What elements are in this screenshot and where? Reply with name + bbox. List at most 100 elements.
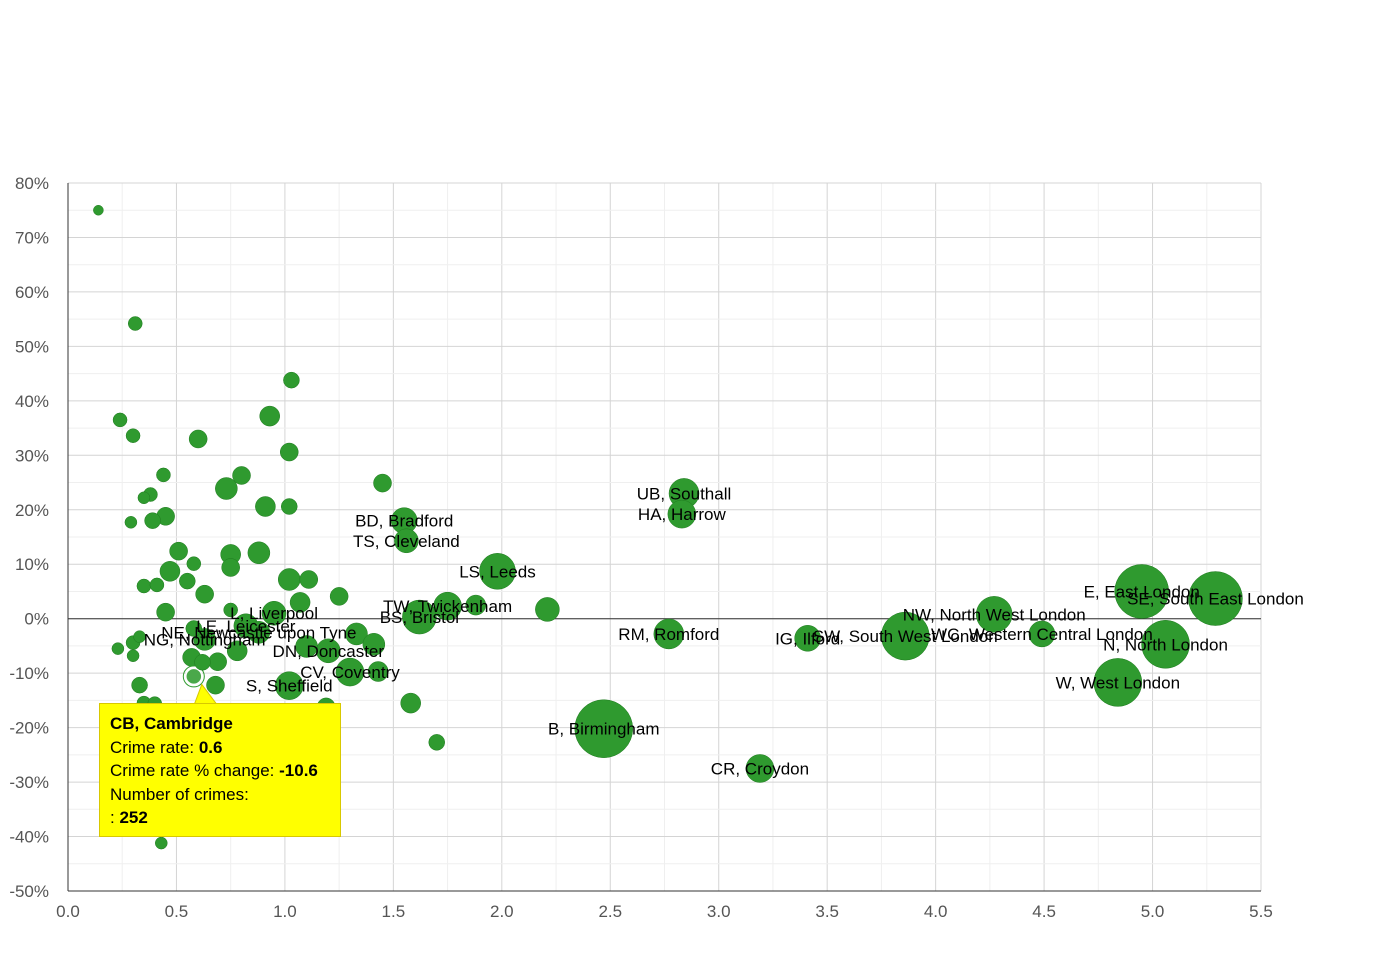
x-tick-label: 3.5 <box>815 902 839 921</box>
bubble[interactable] <box>232 466 251 485</box>
bubble[interactable] <box>208 652 227 671</box>
bubble[interactable] <box>169 541 188 561</box>
bubble-label: SW, South West London <box>813 627 998 646</box>
bubble[interactable] <box>247 541 271 565</box>
bubble[interactable] <box>185 667 203 686</box>
bubble[interactable] <box>277 568 301 591</box>
y-tick-label: 80% <box>15 174 49 193</box>
bubble[interactable] <box>259 405 280 427</box>
bubble-label: N, North London <box>1103 635 1228 654</box>
x-tick-label: 4.5 <box>1032 902 1056 921</box>
bubble[interactable] <box>111 642 125 655</box>
bubble[interactable] <box>881 611 930 661</box>
bubble-label: NW, North West London <box>903 605 1086 624</box>
bubble[interactable] <box>261 600 287 626</box>
bubble[interactable] <box>299 570 319 589</box>
bubble[interactable] <box>335 657 365 687</box>
tooltip-rate-label: Crime rate: <box>110 737 195 757</box>
y-tick-label: 60% <box>15 283 49 302</box>
bubble[interactable] <box>975 596 1013 633</box>
bubble[interactable] <box>400 692 421 714</box>
bubble[interactable] <box>126 649 140 662</box>
bubble-label: CV, Coventry <box>300 663 400 682</box>
tooltip-change-label: Crime rate % change: <box>110 761 275 780</box>
bubble[interactable] <box>221 558 240 577</box>
bubble[interactable] <box>226 640 248 662</box>
bubble[interactable] <box>206 675 225 695</box>
bubble[interactable] <box>156 467 171 483</box>
bubbles-layer <box>93 204 1243 850</box>
bubble[interactable] <box>159 561 181 582</box>
bubble[interactable] <box>127 316 143 331</box>
bubble[interactable] <box>433 591 462 621</box>
y-tick-label: -30% <box>9 773 49 792</box>
y-tick-label: -20% <box>9 719 49 738</box>
bubble[interactable] <box>195 584 214 604</box>
bubble[interactable] <box>367 661 389 682</box>
bubble[interactable] <box>149 577 165 593</box>
bubble[interactable] <box>1028 620 1056 648</box>
bubble[interactable] <box>479 553 516 590</box>
bubble[interactable] <box>289 592 311 613</box>
x-tick-label: 1.5 <box>382 902 406 921</box>
x-tick-label: 3.0 <box>707 902 731 921</box>
bubble-label: TS, Cleveland <box>353 532 460 551</box>
bubble[interactable] <box>362 633 386 656</box>
bubble-label: SE, South East London <box>1127 590 1304 609</box>
bubble[interactable] <box>131 676 148 694</box>
bubble[interactable] <box>185 620 203 637</box>
bubble[interactable] <box>93 204 104 216</box>
bubble[interactable] <box>428 734 445 751</box>
bubble[interactable] <box>295 635 318 658</box>
y-tick-label: -40% <box>9 828 49 847</box>
bubble[interactable] <box>136 578 152 594</box>
bubble[interactable] <box>186 556 202 571</box>
bubble[interactable] <box>402 599 437 635</box>
bubble[interactable] <box>667 499 697 529</box>
bubble[interactable] <box>394 528 419 554</box>
bubble[interactable] <box>1114 564 1169 619</box>
bubble[interactable] <box>274 671 304 700</box>
bubble[interactable] <box>279 442 299 462</box>
bubble[interactable] <box>745 754 775 783</box>
bubble[interactable] <box>653 618 685 650</box>
bubble[interactable] <box>155 836 168 850</box>
bubble[interactable] <box>194 654 211 671</box>
bubble[interactable] <box>283 371 300 389</box>
bubble[interactable] <box>1141 620 1190 669</box>
tooltip: CB, Cambridge Crime rate: 0.6 Crime rate… <box>99 703 341 837</box>
bubble[interactable] <box>156 602 175 622</box>
x-tick-label: 5.0 <box>1141 902 1165 921</box>
bubble[interactable] <box>280 498 298 515</box>
bubble[interactable] <box>329 587 349 606</box>
bubble[interactable] <box>124 516 138 529</box>
bubble[interactable] <box>574 699 634 758</box>
bubble[interactable] <box>125 428 141 443</box>
bubble[interactable] <box>179 572 196 590</box>
bubble-label: L, Liverpool <box>230 604 318 623</box>
bubble[interactable] <box>188 429 208 449</box>
bubble[interactable] <box>133 630 146 643</box>
y-tick-label: 10% <box>15 555 49 574</box>
bubble[interactable] <box>794 625 821 652</box>
bubble-label: CR, Croydon <box>711 759 809 778</box>
x-tick-label: 4.0 <box>924 902 948 921</box>
bubble[interactable] <box>215 477 238 500</box>
axes: 0.0 0.5 1.0 1.5 2.0 2.5 3.0 3.5 4.0 4.5 5.0 5.5 80% 7… <box>9 174 1273 921</box>
bubble[interactable] <box>137 491 151 505</box>
bubble[interactable] <box>345 622 368 646</box>
bubble[interactable] <box>247 621 271 644</box>
bubble[interactable] <box>465 594 487 616</box>
bubble[interactable] <box>144 512 161 529</box>
bubble[interactable] <box>535 597 560 622</box>
bubble[interactable] <box>223 602 238 618</box>
bubble-label: BD, Bradford <box>355 512 453 531</box>
bubble[interactable] <box>373 473 392 493</box>
bubble[interactable] <box>112 412 128 428</box>
bubble[interactable] <box>1093 658 1143 707</box>
bubble[interactable] <box>255 496 276 517</box>
bubble[interactable] <box>1188 571 1243 626</box>
tooltip-crimes-label: Number of crimes: <box>110 784 249 804</box>
tooltip-crimes-prefix: : <box>110 808 115 827</box>
